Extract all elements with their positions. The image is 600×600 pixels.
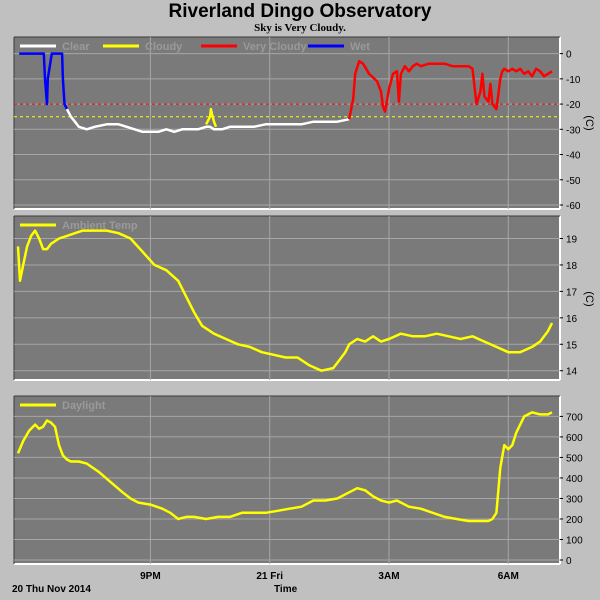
plot-background — [14, 396, 560, 564]
series-line-daylight — [16, 411, 553, 523]
ambient-temp-panel: 14 15 16 17 18 19 Ambient Temp (C) — [13, 215, 595, 381]
legend-label: Wet — [350, 41, 370, 53]
series-line-clear — [65, 108, 350, 134]
y-tick-label: 0 — [566, 556, 572, 567]
x-tick-label: 9PM — [140, 571, 161, 582]
x-tick-label: 6AM — [498, 571, 519, 582]
x-axis-start-date: 20 Thu Nov 2014 — [12, 584, 91, 595]
y-tick-label: -30 — [566, 125, 581, 136]
y-axis-label: (C) — [583, 115, 595, 130]
y-tick-label: 18 — [566, 261, 578, 272]
x-axis-label: Time — [274, 584, 298, 595]
y-tick-label: -60 — [566, 201, 581, 212]
series-line-ambient-temp — [16, 229, 554, 372]
x-tick-label: 3AM — [378, 571, 399, 582]
y-tick-label: -10 — [566, 75, 581, 86]
series-line-very-cloudy — [347, 59, 553, 120]
y-axis-label: (C) — [583, 291, 595, 306]
y-tick-label: 15 — [566, 340, 578, 351]
y-tick-label: -20 — [566, 100, 581, 111]
y-tick-label: 300 — [566, 494, 583, 505]
y-tick-label: 100 — [566, 535, 583, 546]
y-tick-label: 400 — [566, 474, 583, 485]
plot-background — [14, 216, 560, 380]
y-tick-label: 0 — [566, 50, 572, 61]
plot-background — [14, 37, 560, 209]
y-tick-label: 600 — [566, 433, 583, 444]
y-tick-label: -50 — [566, 176, 581, 187]
y-tick-label: 16 — [566, 314, 578, 325]
y-tick-label: 500 — [566, 453, 583, 464]
y-tick-label: 19 — [566, 235, 578, 246]
x-tick-label: 21 Fri — [256, 571, 283, 582]
y-tick-label: 200 — [566, 515, 583, 526]
y-tick-label: 17 — [566, 287, 578, 298]
legend-label: Very Cloudy — [243, 41, 307, 53]
y-tick-label: -40 — [566, 151, 581, 162]
series-line-wet — [19, 52, 69, 110]
y-tick-label: 700 — [566, 412, 583, 423]
sky-status-subtitle: Sky is Very Cloudy. — [254, 22, 346, 34]
series-line-cloudy — [204, 107, 218, 128]
chart-title: Riverland Dingo Observatory — [168, 1, 432, 22]
legend-label: Clear — [62, 41, 90, 53]
legend-label: Ambient Temp — [62, 220, 138, 232]
legend-label: Cloudy — [145, 41, 183, 53]
daylight-panel: 0 100 200 300 400 500 600 700 Daylight 9PM 21 Fri 3… — [13, 395, 583, 582]
sky-temperature-panel: 0 -10 -20 -30 -40 -50 -60 Clear Cloudy Very Cloud… — [13, 36, 595, 212]
y-tick-label: 14 — [566, 367, 578, 378]
legend-label: Daylight — [62, 400, 106, 412]
